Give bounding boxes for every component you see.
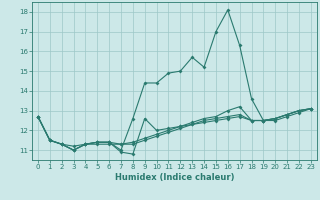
X-axis label: Humidex (Indice chaleur): Humidex (Indice chaleur): [115, 173, 234, 182]
